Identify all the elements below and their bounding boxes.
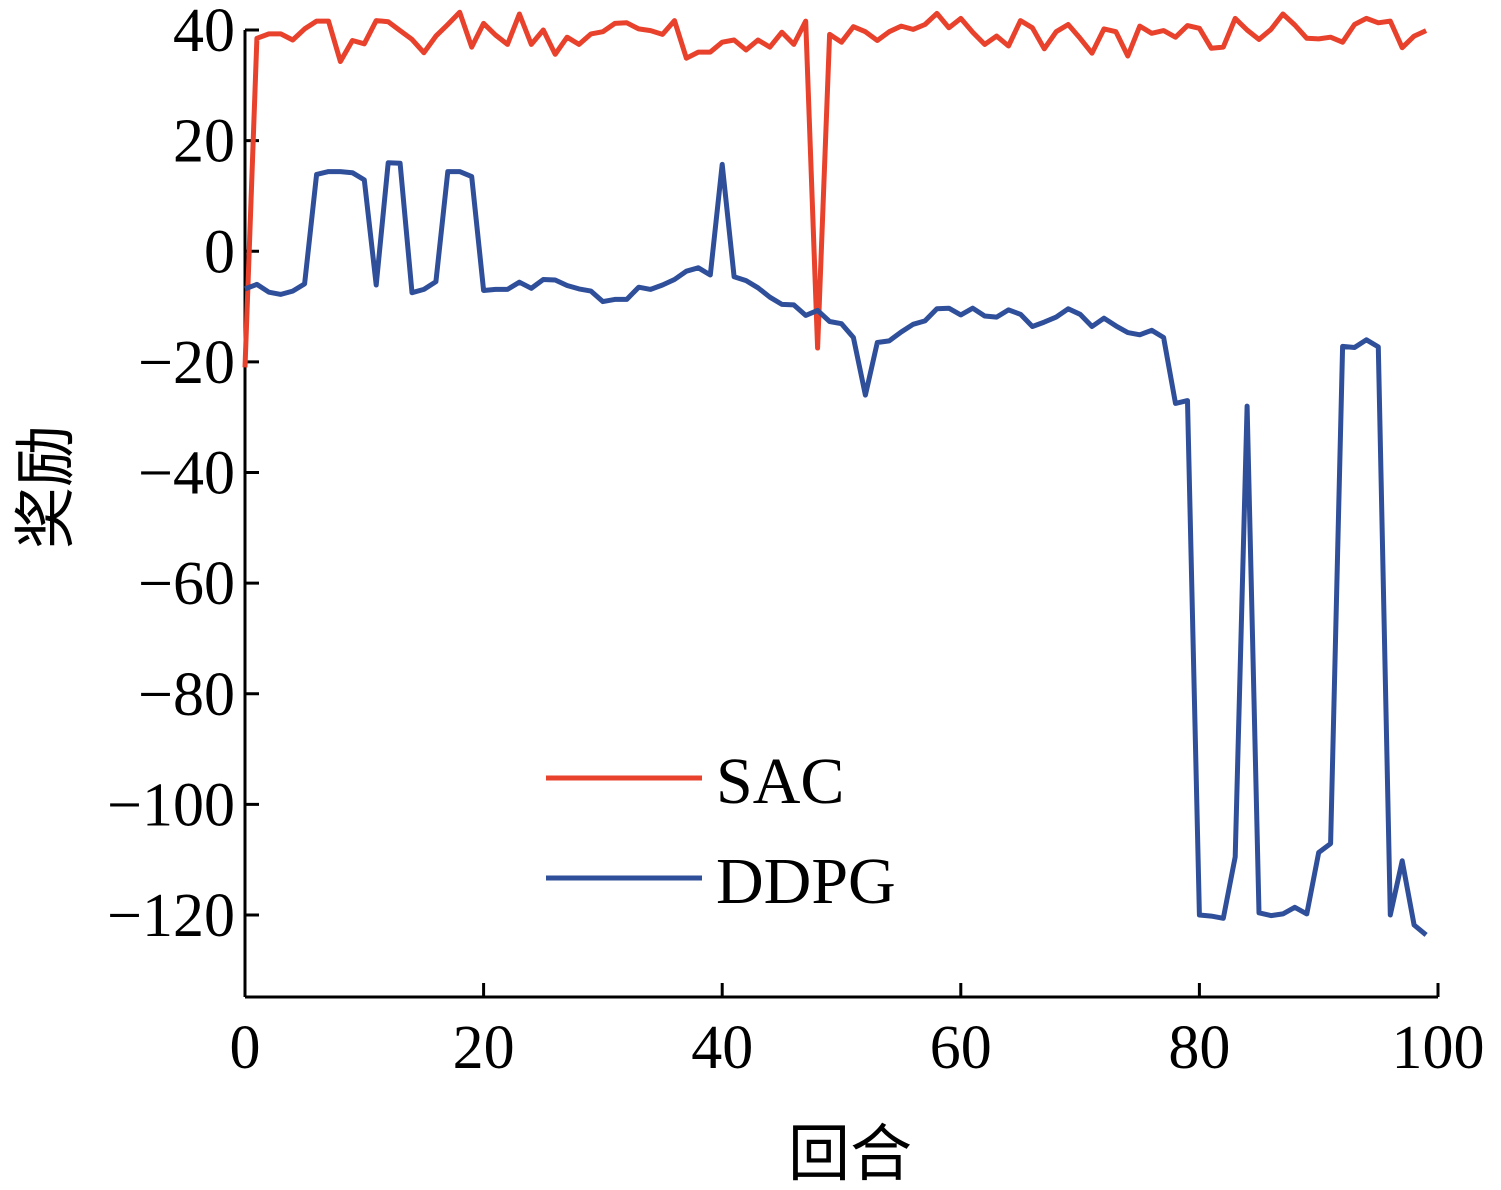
x-tick-label: 60 xyxy=(930,1014,992,1082)
y-tick-label: −60 xyxy=(138,550,235,618)
x-axis-title: 回合 xyxy=(788,1117,912,1190)
y-tick-label: −120 xyxy=(107,882,235,950)
y-tick-label: 20 xyxy=(173,108,235,176)
series-line-sac xyxy=(242,9,1428,368)
series-layer xyxy=(242,9,1428,937)
y-tick-label: −20 xyxy=(138,329,235,397)
y-tick-label: −40 xyxy=(138,440,235,508)
x-tick-label: 20 xyxy=(453,1014,515,1082)
y-tick-label: 40 xyxy=(173,0,235,65)
x-tick-label: 40 xyxy=(691,1014,753,1082)
series-line-ddpg xyxy=(244,160,1428,937)
axes xyxy=(243,30,1438,999)
legend: SAC DDPG xyxy=(546,745,896,918)
legend-label-ddpg: DDPG xyxy=(716,845,896,918)
y-tick-label: −100 xyxy=(107,771,235,839)
y-axis-title: 奖励 xyxy=(9,425,82,549)
y-tick-label: −80 xyxy=(138,661,235,729)
y-ticks: 40 20 0 −20 −40 −60 −80 −100 −120 xyxy=(107,0,259,950)
x-tick-label: 0 xyxy=(230,1014,261,1082)
x-tick-label: 80 xyxy=(1168,1014,1230,1082)
y-tick-label: 0 xyxy=(204,218,235,286)
legend-label-sac: SAC xyxy=(716,745,844,818)
x-tick-label: 100 xyxy=(1392,1014,1485,1082)
x-ticks: 0 20 40 60 80 100 xyxy=(230,983,1485,1082)
